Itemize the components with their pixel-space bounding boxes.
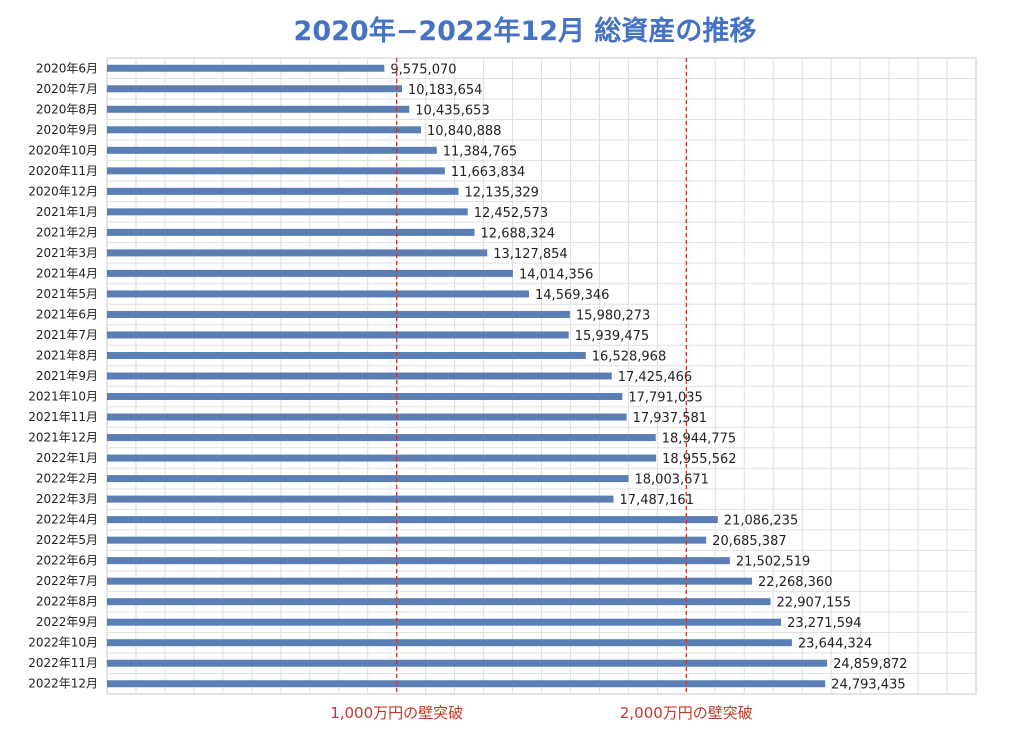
category-label: 2022年6月	[36, 554, 98, 568]
data-label: 12,135,329	[465, 185, 539, 200]
data-label: 14,569,346	[535, 288, 609, 303]
bar	[107, 475, 629, 483]
category-label: 2021年9月	[36, 369, 98, 383]
category-label: 2021年5月	[36, 287, 98, 301]
bar	[107, 393, 623, 401]
bar	[107, 351, 586, 359]
bar	[107, 598, 771, 606]
bar	[107, 228, 475, 236]
data-label: 13,127,854	[493, 247, 567, 262]
bar	[107, 577, 753, 585]
data-label: 24,793,435	[831, 678, 905, 693]
data-label: 18,003,671	[635, 473, 709, 488]
category-label: 2021年2月	[36, 225, 98, 239]
bar	[107, 85, 402, 93]
data-label: 10,435,653	[415, 103, 489, 118]
bar	[107, 639, 792, 647]
category-label: 2022年4月	[36, 513, 98, 527]
category-label: 2022年5月	[36, 533, 98, 547]
category-label: 2020年7月	[36, 82, 98, 96]
data-label: 14,014,356	[519, 267, 593, 282]
data-label: 17,487,161	[620, 493, 694, 508]
bar	[107, 680, 826, 688]
data-label: 12,452,573	[474, 206, 548, 221]
category-label: 2020年11月	[28, 164, 98, 178]
data-label: 10,183,654	[408, 83, 482, 98]
bar	[107, 187, 459, 195]
category-label: 2022年2月	[36, 472, 98, 486]
bar	[107, 495, 614, 503]
bar	[107, 208, 468, 216]
data-label: 10,840,888	[427, 124, 501, 139]
data-label: 18,955,562	[662, 452, 736, 467]
bar	[107, 105, 410, 113]
category-label: 2022年7月	[36, 574, 98, 588]
category-label: 2020年6月	[36, 61, 98, 75]
data-label: 11,384,765	[443, 144, 517, 159]
category-label: 2021年1月	[36, 205, 98, 219]
category-label: 2021年10月	[28, 390, 98, 404]
bar	[107, 557, 730, 565]
category-label: 2021年3月	[36, 246, 98, 260]
reference-line-label: 2,000万円の壁突破	[620, 704, 753, 722]
data-label: 12,688,324	[481, 226, 555, 241]
bar	[107, 269, 513, 277]
bar	[107, 536, 707, 544]
data-label: 15,980,273	[576, 308, 650, 323]
bar	[107, 64, 385, 72]
category-label: 2022年3月	[36, 492, 98, 506]
data-label: 16,528,968	[592, 349, 666, 364]
data-label: 21,502,519	[736, 555, 810, 570]
data-label: 11,663,834	[451, 165, 525, 180]
chart-title: 2020年−2022年12月 総資産の推移	[294, 15, 757, 47]
category-label: 2020年9月	[36, 123, 98, 137]
category-label: 2022年12月	[28, 677, 98, 691]
bar	[107, 310, 570, 318]
data-label: 15,939,475	[575, 329, 649, 344]
bar	[107, 434, 656, 442]
bar	[107, 516, 718, 524]
bar	[107, 659, 828, 667]
category-label: 2020年8月	[36, 102, 98, 116]
category-label: 2022年8月	[36, 595, 98, 609]
bar	[107, 126, 422, 134]
category-label: 2020年12月	[28, 184, 98, 198]
data-label: 21,086,235	[724, 514, 798, 529]
data-label: 17,937,581	[633, 411, 707, 426]
category-label: 2020年10月	[28, 143, 98, 157]
category-label: 2022年1月	[36, 451, 98, 465]
bar	[107, 146, 437, 154]
category-label: 2022年11月	[28, 656, 98, 670]
category-label: 2021年12月	[28, 431, 98, 445]
bar	[107, 167, 445, 175]
category-label: 2021年6月	[36, 307, 98, 321]
bar	[107, 290, 530, 298]
category-label: 2021年8月	[36, 348, 98, 362]
data-label: 18,944,775	[662, 432, 736, 447]
data-label: 23,271,594	[787, 616, 861, 631]
bar	[107, 618, 782, 626]
data-label: 17,425,466	[618, 370, 692, 385]
reference-line-label: 1,000万円の壁突破	[330, 704, 463, 722]
data-label: 17,791,035	[628, 391, 702, 406]
data-label: 22,907,155	[777, 596, 851, 611]
plot-area: 2020年6月 9,575,070 2020年7月 10,183,654 2020年8月…	[28, 57, 977, 722]
category-label: 2021年4月	[36, 266, 98, 280]
bar	[107, 249, 488, 257]
data-label: 9,575,070	[390, 62, 456, 77]
category-label: 2021年7月	[36, 328, 98, 342]
category-label: 2022年10月	[28, 636, 98, 650]
data-label: 23,644,324	[798, 637, 872, 652]
bar	[107, 372, 612, 380]
data-label: 22,268,360	[758, 575, 832, 590]
bar	[107, 454, 657, 462]
category-label: 2021年11月	[28, 410, 98, 424]
category-label: 2022年9月	[36, 615, 98, 629]
data-label: 24,859,872	[833, 657, 907, 672]
bar	[107, 413, 627, 421]
data-label: 20,685,387	[712, 534, 786, 549]
bar	[107, 331, 569, 339]
